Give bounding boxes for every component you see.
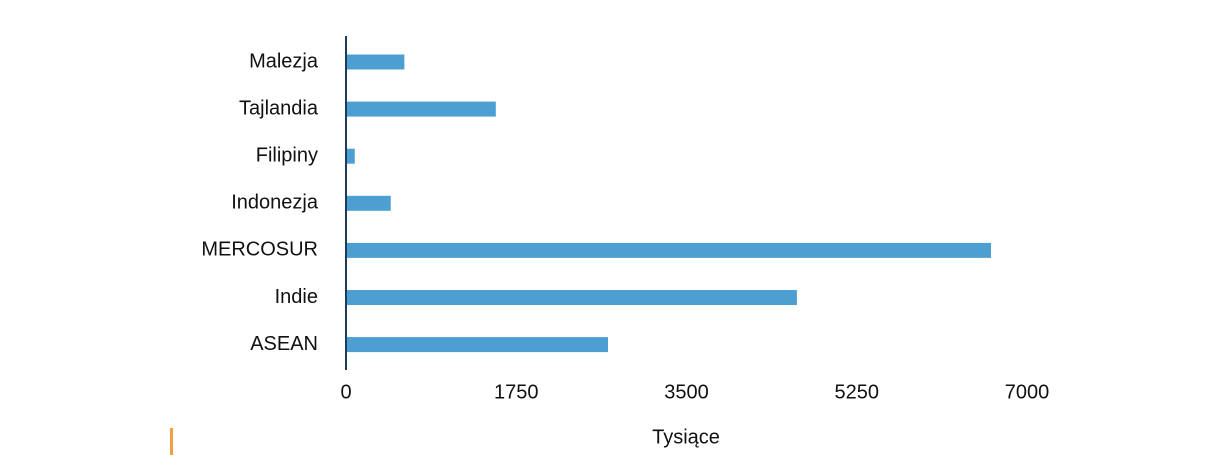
marker	[170, 428, 173, 455]
x-tick-label: 7000	[1005, 381, 1050, 403]
bar	[346, 337, 608, 353]
bar	[346, 195, 391, 211]
x-tick-label: 0	[340, 381, 351, 403]
x-tick-label: 5250	[835, 381, 880, 403]
y-tick-label: Indie	[275, 286, 318, 308]
y-tick-label: Filipiny	[256, 144, 318, 166]
x-tick-label: 1750	[494, 381, 539, 403]
y-tick-label: Indonezja	[231, 192, 319, 214]
bar	[346, 54, 405, 70]
y-tick-label: Tajlandia	[239, 97, 319, 119]
bar	[346, 242, 992, 258]
x-axis-label: Tysiące	[652, 426, 720, 448]
y-tick-label: ASEAN	[250, 333, 318, 355]
bar	[346, 148, 355, 164]
y-tick-label: Malezja	[249, 50, 319, 72]
x-tick-label: 3500	[664, 381, 709, 403]
bar	[346, 101, 496, 117]
bar	[346, 290, 797, 305]
y-tick-label: MERCOSUR	[201, 239, 318, 261]
